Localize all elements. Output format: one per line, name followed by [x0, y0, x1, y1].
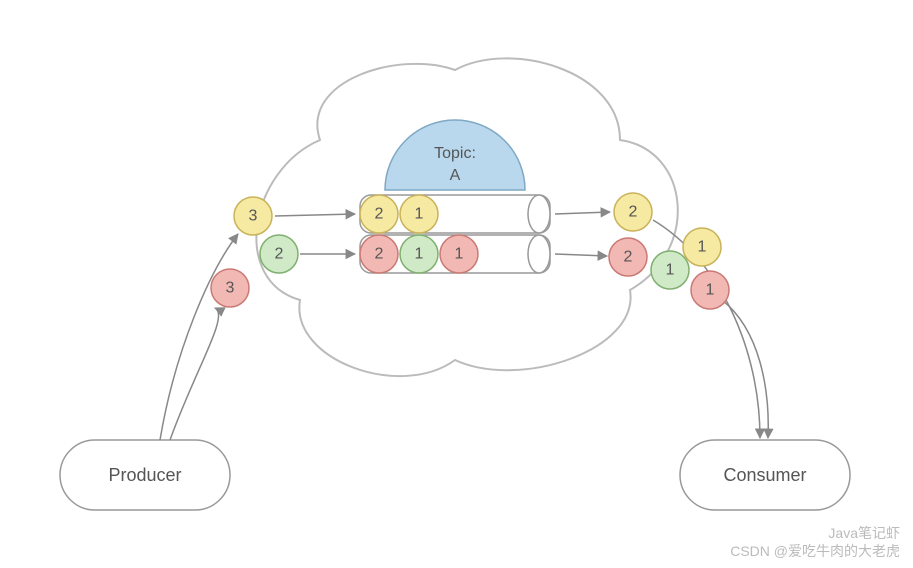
message-label: 1 — [666, 262, 675, 279]
message-label: 2 — [375, 246, 384, 263]
consumer-label: Consumer — [723, 465, 806, 485]
topic-label-line1: Topic: — [434, 145, 476, 162]
message-label: 1 — [415, 246, 424, 263]
message-label: 2 — [624, 249, 633, 266]
watermark-line1: Java笔记虾 — [828, 525, 900, 541]
message-label: 3 — [226, 280, 235, 297]
message-label: 3 — [249, 208, 258, 225]
arrow-producer-flow-1 — [160, 234, 238, 440]
message-label: 2 — [375, 206, 384, 223]
message-label: 1 — [698, 239, 707, 256]
producer-node: Producer — [60, 440, 230, 510]
message-label: 1 — [455, 246, 464, 263]
producer-label: Producer — [108, 465, 181, 485]
consumer-node: Consumer — [680, 440, 850, 510]
topic-label-line2: A — [450, 167, 461, 184]
arrow-producer-flow-2 — [170, 308, 219, 440]
diagram-canvas: Topic: A Producer Consumer 3 2 3 2 1 2 1 1 2 2 1 1 1… — [0, 0, 913, 568]
watermark-line2: CSDN @爱吃牛肉的大老虎 — [730, 543, 900, 559]
message-label: 1 — [706, 282, 715, 299]
arrow-consumer-flow-2 — [722, 300, 768, 438]
message-label: 2 — [629, 204, 638, 221]
message-label: 2 — [275, 246, 284, 263]
message-label: 1 — [415, 206, 424, 223]
